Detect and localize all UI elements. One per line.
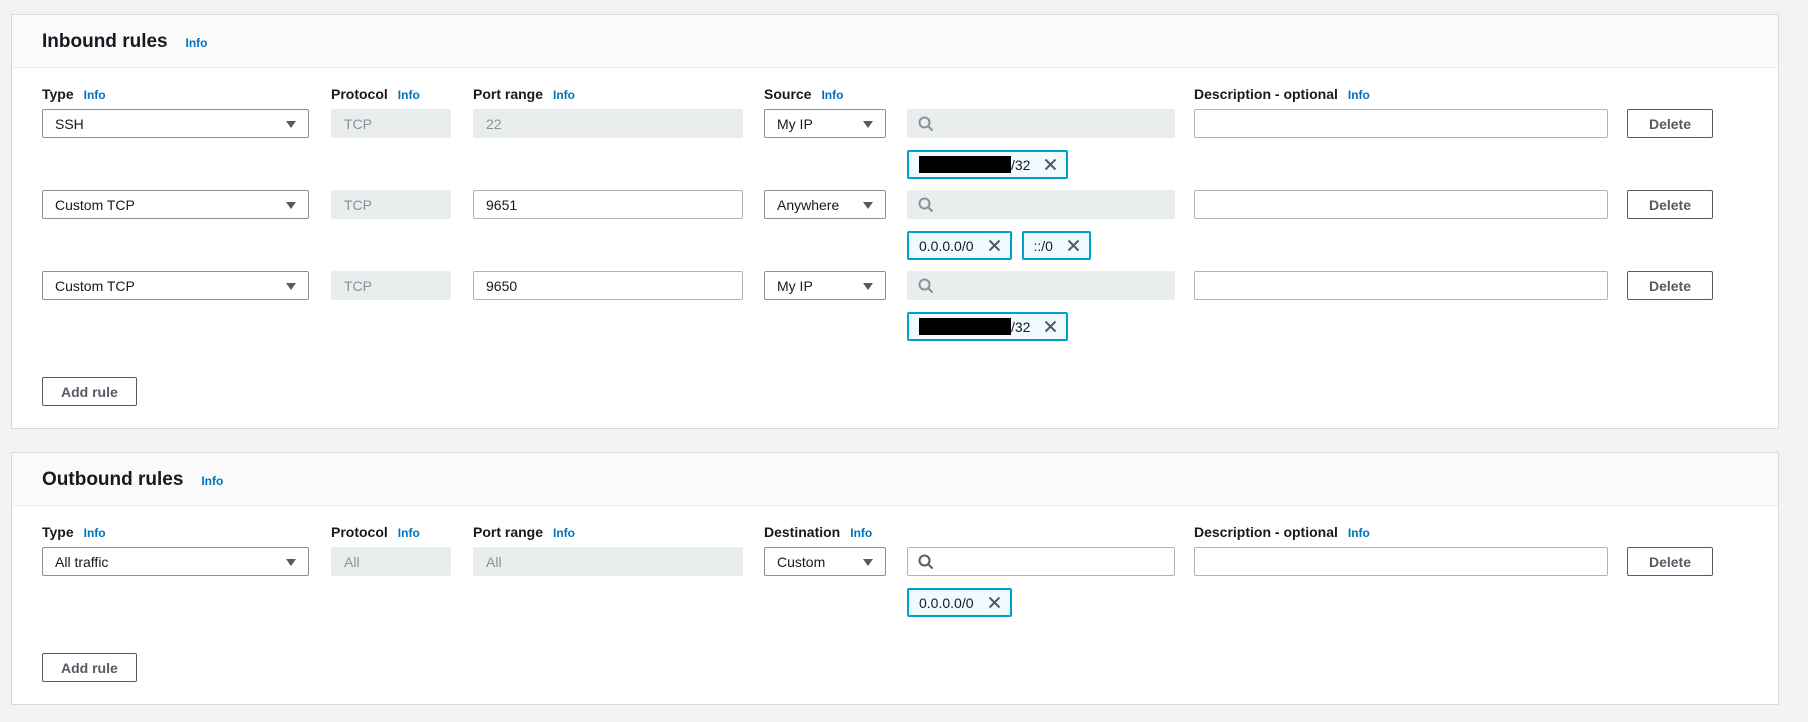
source-select[interactable]: My IP (764, 271, 886, 300)
outbound-column-headers: Type Info Protocol Info Port range Info Des… (42, 524, 1748, 540)
protocol-info-link[interactable]: Info (397, 88, 420, 102)
inbound-rule-row-2: Custom TCP Anywhere (42, 190, 1748, 260)
outbound-rules-header: Outbound rules Info (12, 453, 1778, 506)
port-range-field (473, 109, 743, 138)
destination-cidr-search (907, 547, 1175, 576)
type-select[interactable]: All traffic (42, 547, 309, 576)
source-cidr-input (907, 271, 1175, 300)
source-cidr-search (907, 271, 1175, 300)
source-token-list: /32 (907, 150, 1175, 179)
chevron-down-icon (863, 202, 873, 209)
column-header-type: Type Info (42, 524, 106, 540)
column-header-type: Type Info (42, 86, 106, 102)
port-range-info-link[interactable]: Info (553, 88, 576, 102)
type-info-link[interactable]: Info (83, 526, 106, 540)
description-input[interactable] (1194, 190, 1608, 219)
destination-token-list: 0.0.0.0/0 (907, 588, 1175, 617)
description-input[interactable] (1194, 547, 1608, 576)
add-rule-button[interactable]: Add rule (42, 377, 137, 406)
column-header-description: Description - optional Info (1194, 86, 1370, 102)
delete-rule-button[interactable]: Delete (1627, 271, 1713, 300)
type-select[interactable]: Custom TCP (42, 190, 309, 219)
chevron-down-icon (863, 283, 873, 290)
cidr-token: ::/0 (1021, 231, 1091, 260)
column-header-protocol: Protocol Info (331, 86, 420, 102)
source-select[interactable]: Anywhere (764, 190, 886, 219)
source-cidr-input (907, 109, 1175, 138)
protocol-field (331, 190, 451, 219)
protocol-field (331, 271, 451, 300)
source-token-list: 0.0.0.0/0 ::/0 (907, 231, 1175, 260)
add-rule-button[interactable]: Add rule (42, 653, 137, 682)
cidr-token: /32 (907, 150, 1069, 179)
source-cidr-search (907, 190, 1175, 219)
type-info-link[interactable]: Info (83, 88, 106, 102)
protocol-field (331, 109, 451, 138)
column-header-protocol: Protocol Info (331, 524, 420, 540)
chevron-down-icon (286, 121, 296, 128)
delete-rule-button[interactable]: Delete (1627, 190, 1713, 219)
delete-rule-button[interactable]: Delete (1627, 547, 1713, 576)
inbound-rules-body: Type Info Protocol Info Port range Info Sou… (12, 68, 1778, 428)
port-range-input[interactable] (473, 271, 743, 300)
outbound-rules-title: Outbound rules (42, 469, 184, 490)
description-input[interactable] (1194, 271, 1608, 300)
protocol-field (331, 547, 451, 576)
destination-cidr-input[interactable] (907, 547, 1175, 576)
inbound-rules-title: Inbound rules (42, 31, 168, 52)
cidr-token: 0.0.0.0/0 (907, 231, 1012, 260)
chevron-down-icon (863, 559, 873, 566)
chevron-down-icon (286, 202, 296, 209)
inbound-column-headers: Type Info Protocol Info Port range Info Sou… (42, 86, 1748, 102)
column-header-port-range: Port range Info (473, 86, 576, 102)
redacted-ip (919, 156, 1011, 173)
outbound-rules-body: Type Info Protocol Info Port range Info Des… (12, 506, 1778, 704)
column-header-destination: Destination Info (764, 524, 873, 540)
inbound-rule-row-3: Custom TCP My IP (42, 271, 1748, 341)
chevron-down-icon (286, 559, 296, 566)
outbound-rule-row-1: All traffic Custom (42, 547, 1748, 617)
remove-token-button[interactable] (988, 239, 1001, 252)
column-header-port-range: Port range Info (473, 524, 576, 540)
outbound-rules-info-link[interactable]: Info (201, 474, 224, 488)
description-info-link[interactable]: Info (1347, 526, 1370, 540)
redacted-ip (919, 318, 1011, 335)
port-range-field (473, 547, 743, 576)
cidr-token: /32 (907, 312, 1069, 341)
type-select[interactable]: Custom TCP (42, 271, 309, 300)
column-header-description: Description - optional Info (1194, 524, 1370, 540)
chevron-down-icon (286, 283, 296, 290)
port-range-input[interactable] (473, 190, 743, 219)
outbound-rules-panel: Outbound rules Info Type Info Protocol Inf… (11, 452, 1779, 705)
source-cidr-search (907, 109, 1175, 138)
delete-rule-button[interactable]: Delete (1627, 109, 1713, 138)
description-input[interactable] (1194, 109, 1608, 138)
source-cidr-input (907, 190, 1175, 219)
inbound-rules-info-link[interactable]: Info (185, 36, 208, 50)
protocol-info-link[interactable]: Info (397, 526, 420, 540)
source-info-link[interactable]: Info (821, 88, 844, 102)
type-select[interactable]: SSH (42, 109, 309, 138)
remove-token-button[interactable] (1044, 320, 1057, 333)
column-header-source: Source Info (764, 86, 844, 102)
inbound-rules-header: Inbound rules Info (12, 15, 1778, 68)
remove-token-button[interactable] (988, 596, 1001, 609)
remove-token-button[interactable] (1067, 239, 1080, 252)
destination-info-link[interactable]: Info (850, 526, 873, 540)
inbound-rules-panel: Inbound rules Info Type Info Protocol Info… (11, 14, 1779, 429)
destination-select[interactable]: Custom (764, 547, 886, 576)
remove-token-button[interactable] (1044, 158, 1057, 171)
description-info-link[interactable]: Info (1347, 88, 1370, 102)
source-select[interactable]: My IP (764, 109, 886, 138)
port-range-info-link[interactable]: Info (553, 526, 576, 540)
inbound-rule-row-1: SSH My IP (42, 109, 1748, 179)
source-token-list: /32 (907, 312, 1175, 341)
cidr-token: 0.0.0.0/0 (907, 588, 1012, 617)
chevron-down-icon (863, 121, 873, 128)
